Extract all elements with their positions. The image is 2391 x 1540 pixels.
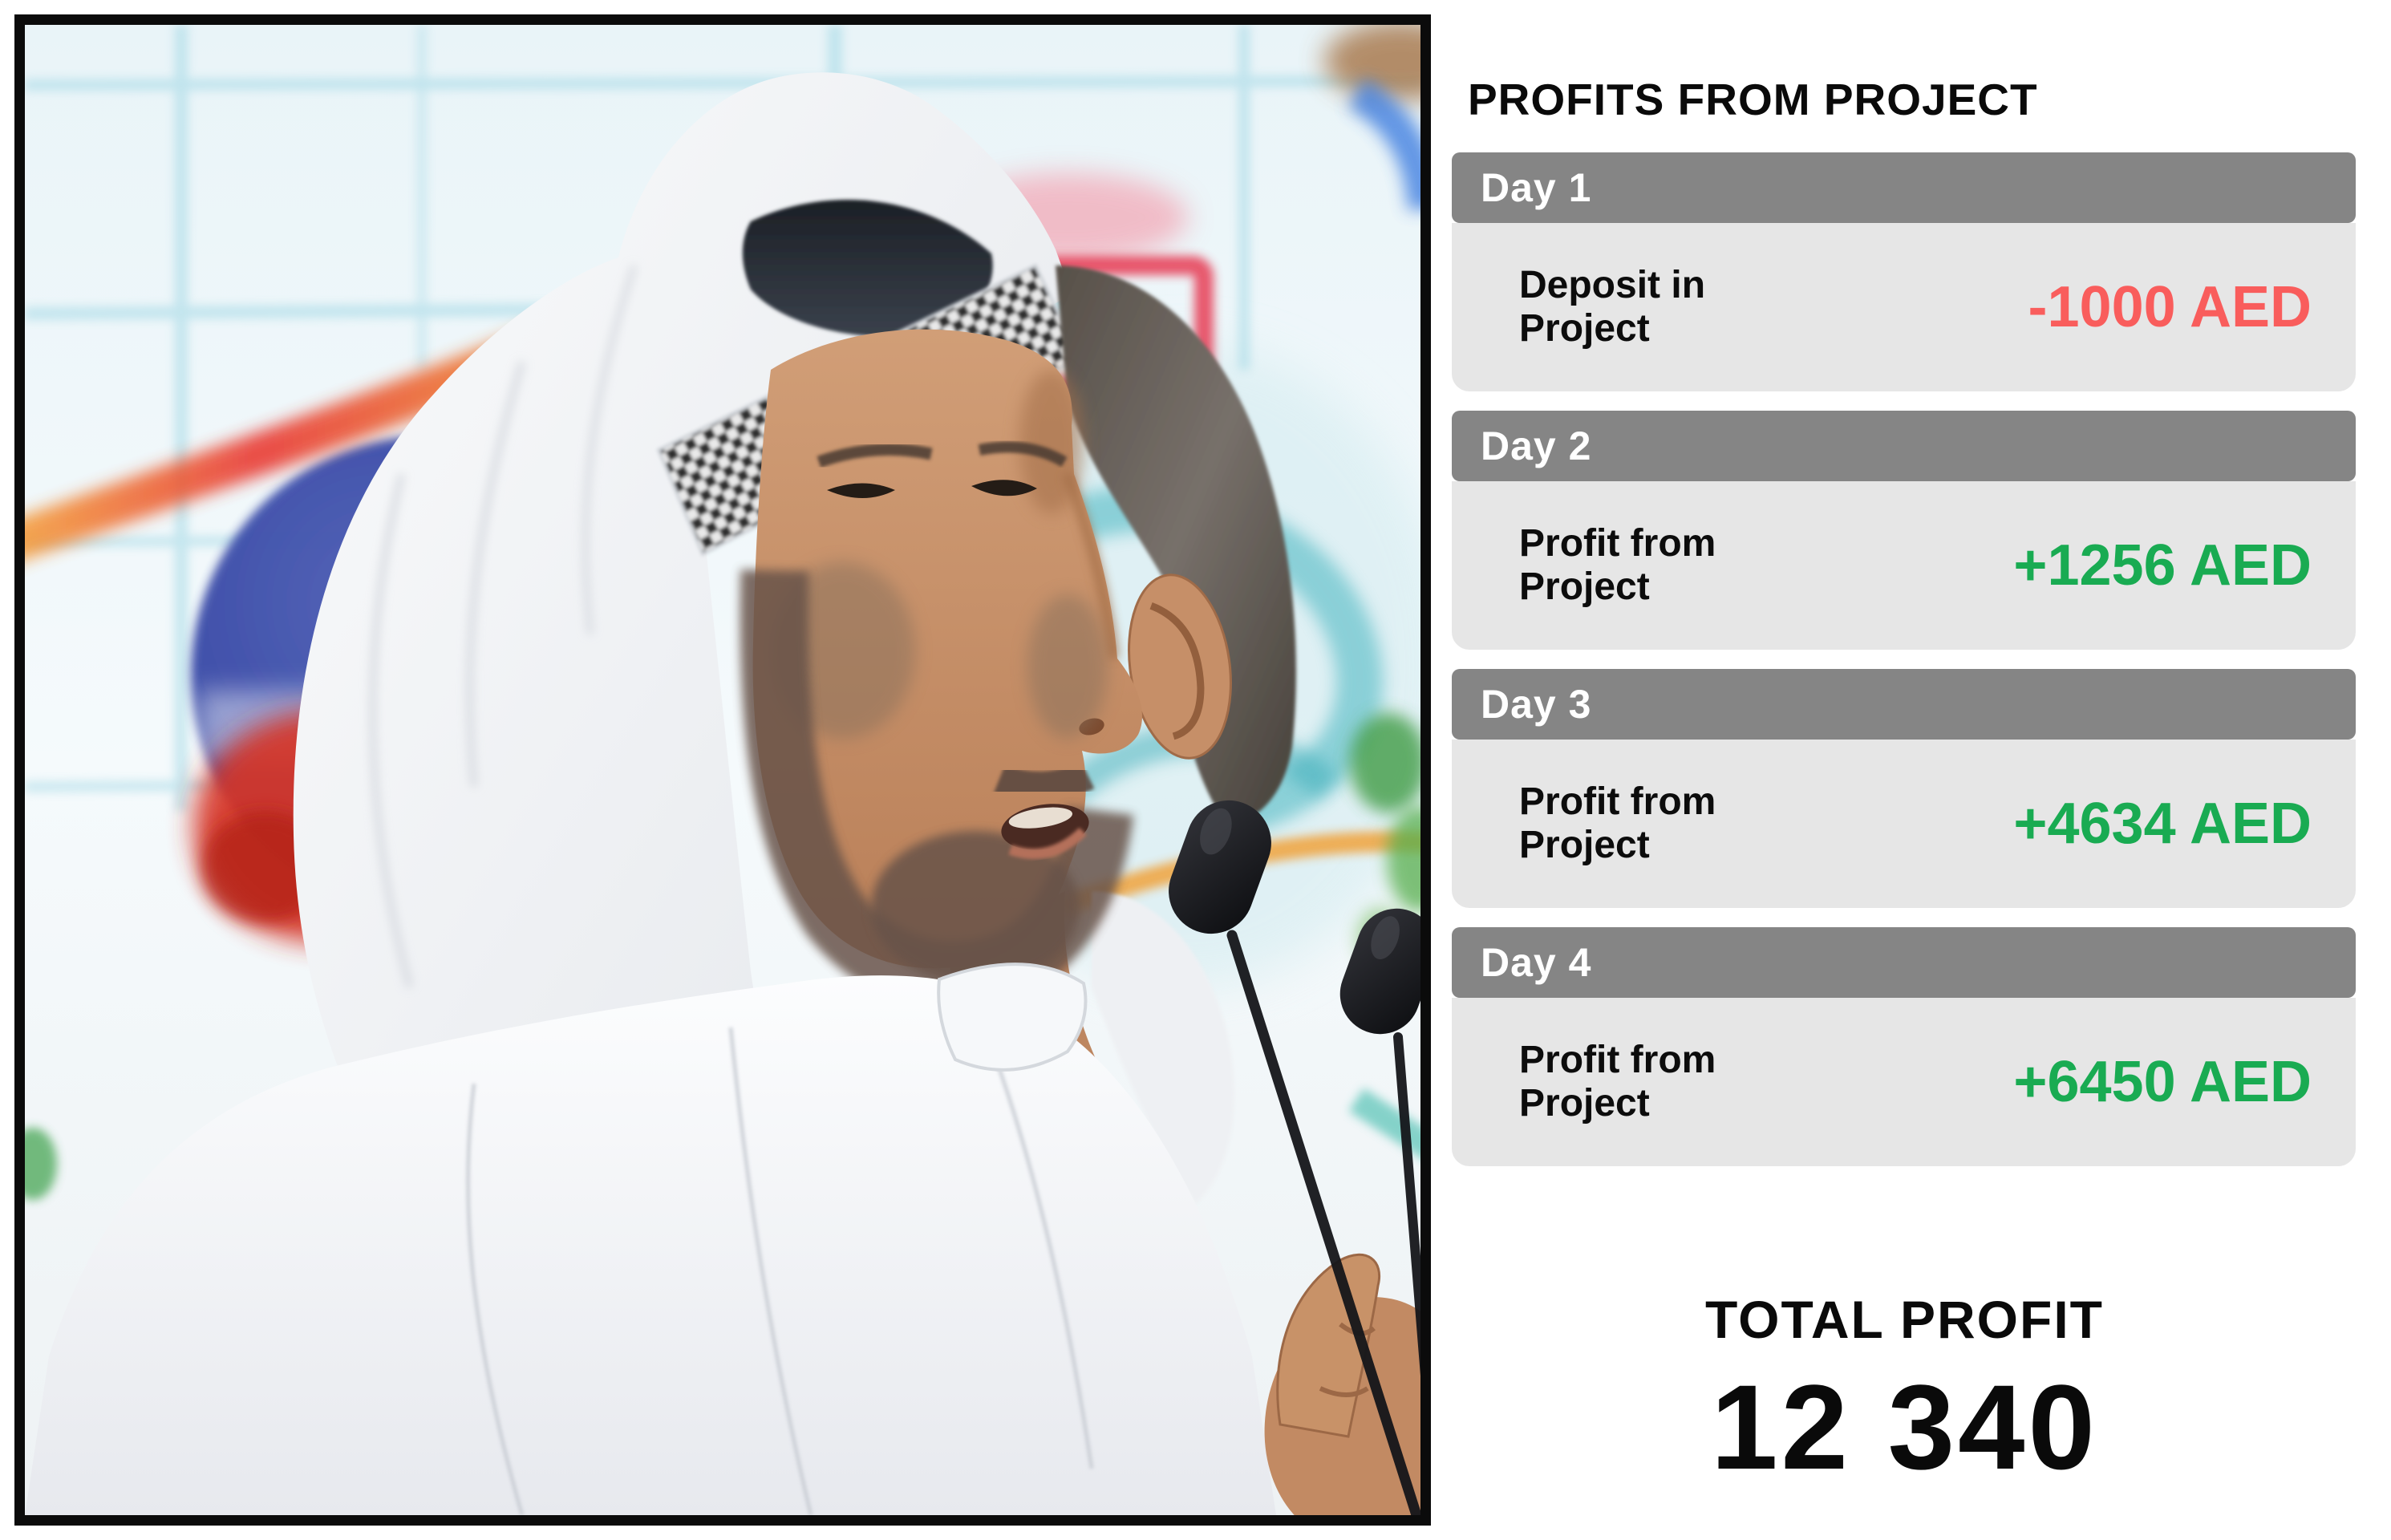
nose	[1063, 472, 1119, 659]
total-profit-label: TOTAL PROFIT	[1705, 1290, 2104, 1349]
day-1-header: Day 1	[1452, 152, 2356, 223]
day-3-header: Day 3	[1452, 669, 2356, 740]
robe	[25, 975, 1276, 1515]
day-3-body: Profit from Project +4634 AED	[1452, 740, 2356, 908]
brow-left	[817, 443, 933, 468]
total-profit-value: 12 340	[1711, 1360, 2098, 1494]
day-4-description: Profit from Project	[1519, 1038, 1716, 1125]
eye-right	[971, 480, 1037, 496]
mouth	[1001, 804, 1089, 859]
day-card-4: Day 4 Profit from Project +6450 AED	[1452, 927, 2356, 1166]
day-2-header: Day 2	[1452, 411, 2356, 481]
ghutra-tail	[1092, 891, 1234, 1204]
day-1-label: Day 1	[1481, 165, 1592, 210]
brow-right	[978, 441, 1068, 468]
day-2-label: Day 2	[1481, 424, 1592, 468]
microphone-1	[1169, 800, 1420, 1515]
corner-decor	[1324, 25, 1420, 211]
total-profit-block: TOTAL PROFIT 12 340	[1453, 1293, 2356, 1487]
day-card-2: Day 2 Profit from Project +1256 AED	[1452, 411, 2356, 650]
day-3-description: Profit from Project	[1519, 780, 1716, 866]
photo-illustration	[25, 25, 1420, 1515]
day-4-label: Day 4	[1481, 940, 1592, 985]
day-1-body: Deposit in Project -1000 AED	[1452, 223, 2356, 391]
day-4-amount: +6450 AED	[2013, 1050, 2312, 1114]
eye-left	[827, 483, 895, 498]
day-1-amount: -1000 AED	[2028, 275, 2312, 339]
day-2-description: Profit from Project	[1519, 521, 1716, 608]
day-card-3: Day 3 Profit from Project +4634 AED	[1452, 669, 2356, 908]
hair	[1056, 265, 1296, 827]
hand	[1264, 1253, 1420, 1515]
speaker-photo	[14, 14, 1431, 1526]
day-3-amount: +4634 AED	[2013, 792, 2312, 856]
day-3-label: Day 3	[1481, 682, 1592, 727]
day-2-body: Profit from Project +1256 AED	[1452, 481, 2356, 650]
day-1-description: Deposit in Project	[1519, 263, 1706, 350]
collar	[937, 962, 1088, 1072]
microphone-2	[1339, 908, 1420, 1376]
day-card-1: Day 1 Deposit in Project -1000 AED	[1452, 152, 2356, 391]
ear	[1128, 573, 1232, 760]
day-2-amount: +1256 AED	[2013, 533, 2312, 598]
panel-title: PROFITS FROM PROJECT	[1468, 75, 2038, 124]
day-4-header: Day 4	[1452, 927, 2356, 998]
ghutra-fold	[742, 200, 993, 337]
beard	[740, 562, 1134, 1010]
speaker-figure	[25, 72, 1420, 1515]
day-4-body: Profit from Project +6450 AED	[1452, 998, 2356, 1166]
